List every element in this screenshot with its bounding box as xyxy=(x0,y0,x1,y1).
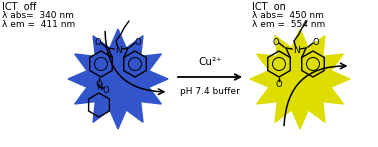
Text: O: O xyxy=(96,80,102,88)
Text: pH 7.4 buffer: pH 7.4 buffer xyxy=(180,87,240,96)
Text: λ em =  554 nm: λ em = 554 nm xyxy=(252,20,325,29)
Text: N: N xyxy=(96,82,102,91)
Polygon shape xyxy=(250,29,350,129)
Text: O: O xyxy=(273,37,279,46)
Text: λ em =  411 nm: λ em = 411 nm xyxy=(2,20,75,29)
Text: O: O xyxy=(103,86,109,95)
Text: Cu²⁺: Cu²⁺ xyxy=(198,57,222,67)
Text: O: O xyxy=(313,37,319,46)
Text: N: N xyxy=(115,46,121,55)
Text: λ abs=  340 nm: λ abs= 340 nm xyxy=(2,11,74,20)
Text: λ abs=  450 nm: λ abs= 450 nm xyxy=(252,11,324,20)
Text: O: O xyxy=(94,37,101,46)
Text: N: N xyxy=(293,46,299,55)
Text: O: O xyxy=(135,37,141,46)
Text: O: O xyxy=(276,80,282,88)
Text: ICT  off: ICT off xyxy=(2,2,36,12)
Text: ICT  on: ICT on xyxy=(252,2,286,12)
Polygon shape xyxy=(68,29,168,129)
